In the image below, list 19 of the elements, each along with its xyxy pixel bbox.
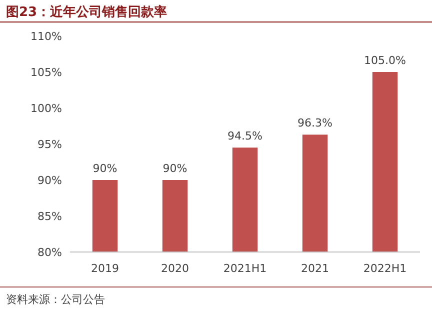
x-tick-label: 2022H1 xyxy=(363,262,407,275)
y-tick-label: 100% xyxy=(30,102,62,115)
y-tick-label: 80% xyxy=(38,246,62,259)
x-tick-label: 2019 xyxy=(91,262,119,275)
y-tick-label: 110% xyxy=(30,30,62,43)
data-label: 90% xyxy=(162,162,188,175)
y-tick-label: 105% xyxy=(30,66,62,79)
data-label: 94.5% xyxy=(228,130,262,143)
y-tick-label: 85% xyxy=(38,210,62,223)
y-tick-label: 95% xyxy=(38,138,62,151)
y-tick-label: 90% xyxy=(38,174,62,187)
data-label: 90% xyxy=(92,162,118,175)
data-label: 105.0% xyxy=(364,54,406,67)
x-tick-label: 2021 xyxy=(301,262,329,275)
chart-title: 图23：近年公司销售回款率 xyxy=(6,4,168,20)
data-label: 96.3% xyxy=(298,116,332,130)
x-tick-label: 2020 xyxy=(161,262,189,275)
text: 资料来源：公司公告 xyxy=(6,293,105,306)
x-tick-label: 2021H1 xyxy=(223,262,267,275)
